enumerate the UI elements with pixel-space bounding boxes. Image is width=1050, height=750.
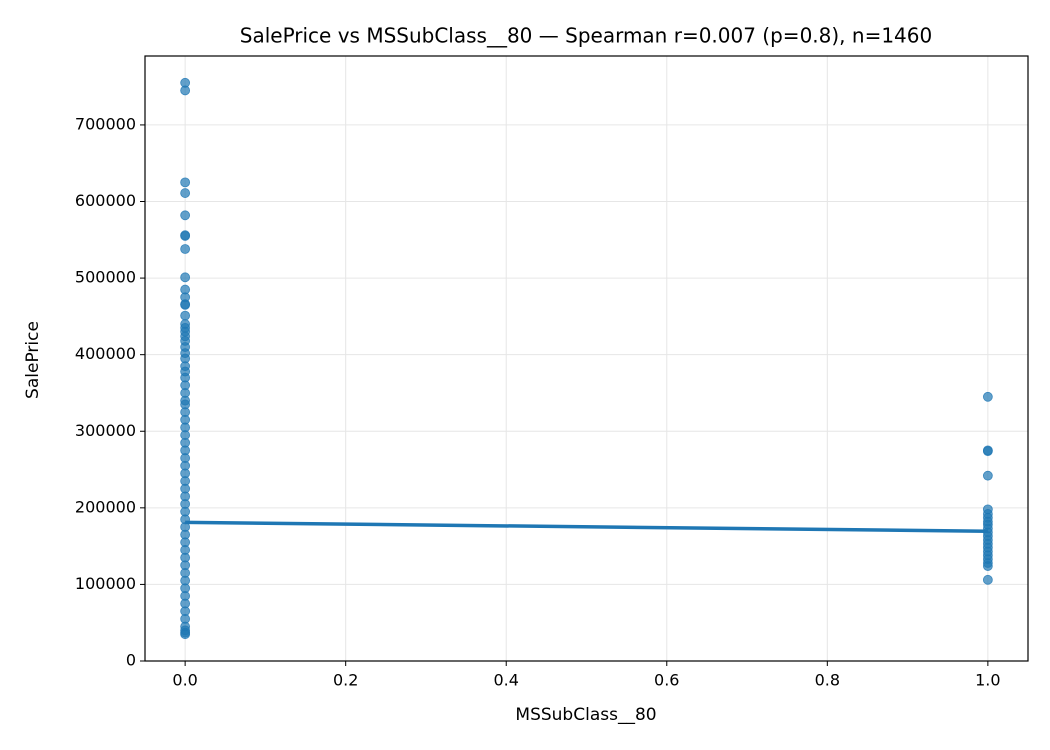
point [180, 231, 191, 241]
point [180, 299, 191, 310]
y-tick-label: 500000 [75, 268, 136, 287]
point [180, 244, 191, 254]
point [180, 310, 191, 321]
y-tick-label: 300000 [75, 421, 136, 440]
x-axis-label: MSSubClass__80 [515, 705, 656, 725]
y-tick-label: 600000 [75, 191, 136, 210]
axes-frame [144, 55, 1029, 662]
point [180, 272, 191, 283]
y-tick-label: 400000 [75, 344, 136, 363]
y-axis-label: SalePrice [23, 321, 43, 399]
x-tick-label: 0.0 [172, 671, 197, 690]
point [180, 210, 191, 221]
point [982, 470, 993, 481]
x-tick-label: 0.8 [815, 671, 840, 690]
x-tick-label: 1.0 [975, 671, 1000, 690]
x-tick-label: 0.6 [654, 671, 679, 690]
point [180, 188, 191, 198]
x-tick-label: 0.4 [494, 671, 519, 690]
y-tick-label: 100000 [75, 574, 136, 593]
x-tick-label: 0.2 [333, 671, 358, 690]
point [180, 177, 191, 188]
point [180, 629, 191, 640]
point [982, 391, 993, 402]
fit-line [185, 520, 988, 533]
y-tick-label: 200000 [75, 497, 136, 516]
point [982, 446, 993, 457]
point [982, 561, 993, 571]
y-tick-label: 700000 [75, 114, 136, 133]
point [982, 574, 993, 585]
chart-title: SalePrice vs MSSubClass__80 — Spearman r… [240, 24, 932, 48]
y-tick-label: 0 [126, 651, 136, 670]
point [180, 85, 191, 96]
